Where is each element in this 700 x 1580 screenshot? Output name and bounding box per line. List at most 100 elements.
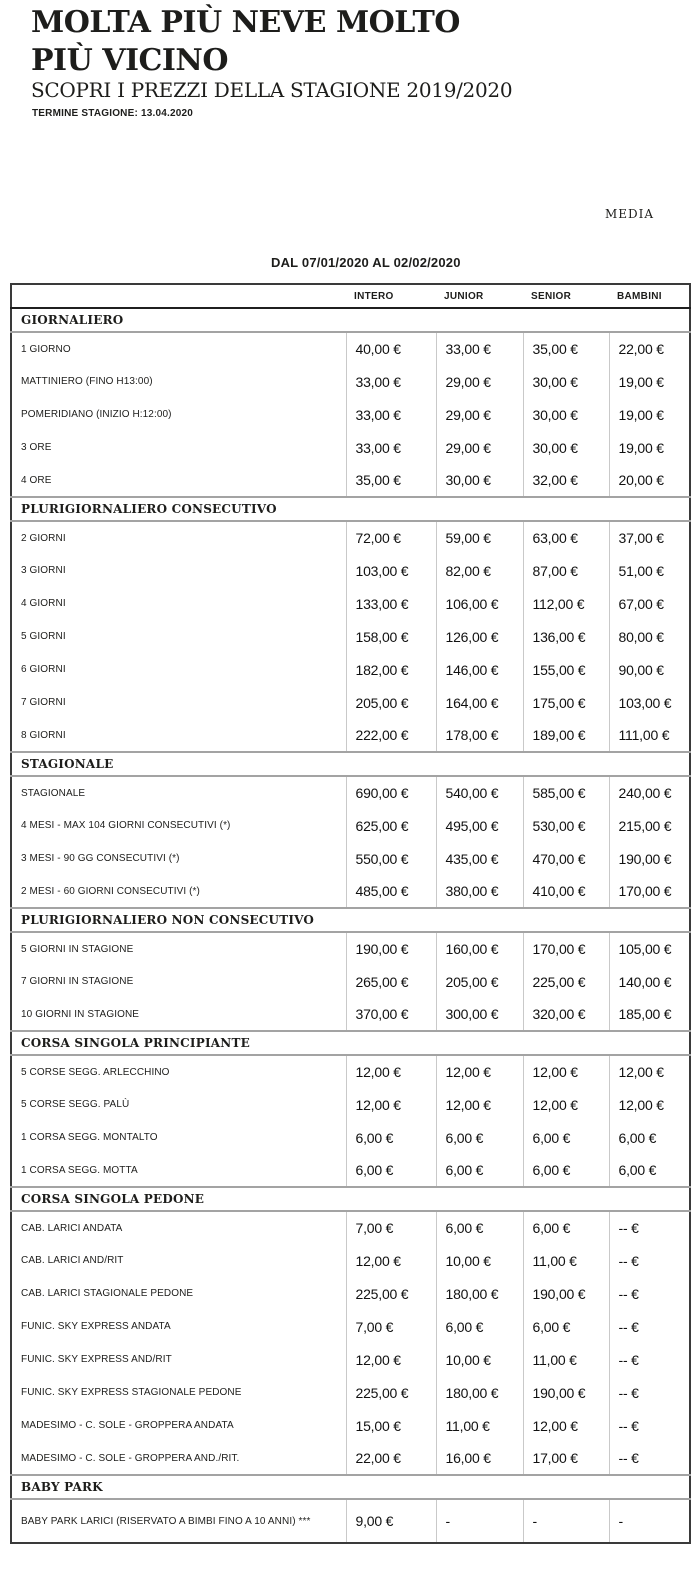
table-row: FUNIC. SKY EXPRESS ANDATA 7,00 €6,00 €6,0… xyxy=(11,1310,690,1343)
row-label: 3 GIORNI xyxy=(21,565,66,576)
section-header-row: PLURIGIORNALIERO NON CONSECUTIVO xyxy=(11,907,690,933)
table-row: 4 MESI - MAX 104 GIORNI CONSECUTIVI (*) 6… xyxy=(11,809,690,842)
row-label: 4 MESI - MAX 104 GIORNI CONSECUTIVI (*) xyxy=(21,820,231,831)
row-label: POMERIDIANO (INIZIO H:12:00) xyxy=(21,409,172,420)
table-row: FUNIC. SKY EXPRESS STAGIONALE PEDONE 225,… xyxy=(11,1376,690,1409)
section-title: CORSA SINGOLA PEDONE xyxy=(11,1186,690,1212)
row-label: FUNIC. SKY EXPRESS ANDATA xyxy=(21,1321,171,1332)
price-cell: 140,00 € xyxy=(608,965,690,998)
price-cell: 160,00 € xyxy=(435,932,523,965)
price-cell: 320,00 € xyxy=(522,998,609,1031)
price-cell: 265,00 € xyxy=(345,965,436,998)
price-cell: 9,00 € xyxy=(345,1499,436,1543)
table-row: 7 GIORNI IN STAGIONE 265,00 €205,00 €225,… xyxy=(11,965,690,998)
price-cell: 190,00 € xyxy=(522,1376,609,1409)
price-cell: 17,00 € xyxy=(522,1442,609,1475)
price-cell: 6,00 € xyxy=(522,1211,609,1244)
price-cell: -- € xyxy=(608,1277,690,1310)
table-row: 3 MESI - 90 GG CONSECUTIVI (*) 550,00 €43… xyxy=(11,842,690,875)
section-header-row: PLURIGIORNALIERO CONSECUTIVO xyxy=(11,496,690,522)
price-cell: 12,00 € xyxy=(608,1055,690,1088)
price-cell: 370,00 € xyxy=(345,998,436,1031)
section-header-row: CORSA SINGOLA PRINCIPIANTE xyxy=(11,1030,690,1056)
section-corsa-singola-principiante: CORSA SINGOLA PRINCIPIANTE 5 CORSE SEGG. … xyxy=(11,1030,690,1187)
row-label: CAB. LARICI AND/RIT xyxy=(21,1255,124,1266)
price-cell: 103,00 € xyxy=(608,686,690,719)
price-cell: 215,00 € xyxy=(608,809,690,842)
price-cell: -- € xyxy=(608,1343,690,1376)
price-cell: 22,00 € xyxy=(345,1442,436,1475)
section-header-row: CORSA SINGOLA PEDONE xyxy=(11,1186,690,1212)
row-label: FUNIC. SKY EXPRESS AND/RIT xyxy=(21,1354,172,1365)
price-cell: 22,00 € xyxy=(608,332,690,365)
table-row: 5 GIORNI 158,00 €126,00 €136,00 €80,00 € xyxy=(11,620,690,653)
section-title: PLURIGIORNALIERO NON CONSECUTIVO xyxy=(11,907,690,933)
price-cell: 300,00 € xyxy=(435,998,523,1031)
price-cell: 550,00 € xyxy=(345,842,436,875)
price-cell: 10,00 € xyxy=(435,1343,523,1376)
table-row: 7 GIORNI 205,00 €164,00 €175,00 €103,00 € xyxy=(11,686,690,719)
row-label: 5 CORSE SEGG. PALÙ xyxy=(21,1099,130,1110)
price-cell: 470,00 € xyxy=(522,842,609,875)
table-row: 6 GIORNI 182,00 €146,00 €155,00 €90,00 € xyxy=(11,653,690,686)
row-label: 1 CORSA SEGG. MONTALTO xyxy=(21,1132,158,1143)
table-row: 2 GIORNI 72,00 €59,00 €63,00 €37,00 € xyxy=(11,521,690,554)
price-cell: 12,00 € xyxy=(608,1088,690,1121)
table-row: BABY PARK LARICI (RISERVATO A BIMBI FINO… xyxy=(11,1499,690,1543)
period-label: DAL 07/01/2020 AL 02/02/2020 xyxy=(271,255,461,270)
price-cell: 170,00 € xyxy=(608,875,690,908)
row-label: CAB. LARICI ANDATA xyxy=(21,1222,123,1234)
price-cell: 35,00 € xyxy=(345,464,436,497)
price-cell: 32,00 € xyxy=(522,464,609,497)
price-cell: 12,00 € xyxy=(345,1343,436,1376)
price-cell: 146,00 € xyxy=(435,653,523,686)
price-cell: 7,00 € xyxy=(345,1310,436,1343)
price-cell: 530,00 € xyxy=(522,809,609,842)
price-cell: 164,00 € xyxy=(435,686,523,719)
price-cell: 103,00 € xyxy=(345,554,436,587)
row-label: 6 GIORNI xyxy=(21,664,66,675)
price-cell: 175,00 € xyxy=(522,686,609,719)
season-end-note: TERMINE STAGIONE: 13.04.2020 xyxy=(32,108,194,119)
price-cell: 6,00 € xyxy=(522,1154,609,1187)
price-cell: 6,00 € xyxy=(435,1121,523,1154)
price-cell: -- € xyxy=(608,1376,690,1409)
price-cell: 690,00 € xyxy=(345,776,436,809)
table-row: 1 CORSA SEGG. MONTALTO 6,00 €6,00 €6,00 €… xyxy=(11,1121,690,1154)
price-cell: - xyxy=(522,1499,609,1543)
price-cell: 33,00 € xyxy=(345,365,436,398)
price-cell: 59,00 € xyxy=(435,521,523,554)
price-cell: -- € xyxy=(608,1442,690,1475)
price-cell: 72,00 € xyxy=(345,521,436,554)
price-cell: 106,00 € xyxy=(435,587,523,620)
table-row: 4 GIORNI 133,00 €106,00 €112,00 €67,00 € xyxy=(11,587,690,620)
price-cell: 51,00 € xyxy=(608,554,690,587)
price-cell: 33,00 € xyxy=(435,332,523,365)
price-cell: -- € xyxy=(608,1409,690,1442)
row-label: 2 GIORNI xyxy=(21,532,66,544)
tab-season-media[interactable]: MEDIA xyxy=(605,207,655,221)
price-cell: 6,00 € xyxy=(435,1154,523,1187)
section-title: BABY PARK xyxy=(11,1474,690,1500)
section-title: PLURIGIORNALIERO CONSECUTIVO xyxy=(11,496,690,522)
price-cell: 170,00 € xyxy=(522,932,609,965)
price-cell: 12,00 € xyxy=(522,1055,609,1088)
price-cell: 30,00 € xyxy=(522,365,609,398)
row-label: 3 ORE xyxy=(21,442,52,453)
price-cell: - xyxy=(435,1499,523,1543)
section-title: CORSA SINGOLA PRINCIPIANTE xyxy=(11,1030,690,1056)
price-cell: 190,00 € xyxy=(522,1277,609,1310)
price-cell: 225,00 € xyxy=(345,1277,436,1310)
price-cell: -- € xyxy=(608,1310,690,1343)
page-subtitle: SCOPRI I PREZZI DELLA STAGIONE 2019/2020 xyxy=(31,78,513,102)
column-header-junior: JUNIOR xyxy=(436,284,523,309)
section-title: GIORNALIERO xyxy=(11,307,690,333)
price-cell: 12,00 € xyxy=(435,1088,523,1121)
price-cell: 225,00 € xyxy=(522,965,609,998)
section-header-row: GIORNALIERO xyxy=(11,307,690,333)
price-cell: 182,00 € xyxy=(345,653,436,686)
price-cell: 30,00 € xyxy=(522,431,609,464)
table-row: 1 GIORNO 40,00 €33,00 €35,00 €22,00 € xyxy=(11,332,690,365)
price-cell: 7,00 € xyxy=(345,1211,436,1244)
price-cell: 189,00 € xyxy=(522,719,609,752)
